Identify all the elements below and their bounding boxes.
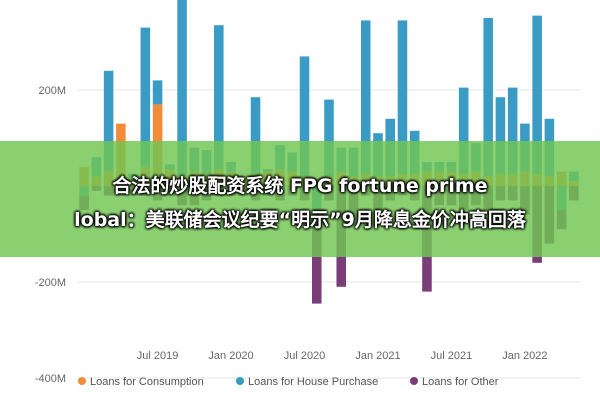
bar-other xyxy=(311,222,322,304)
bar-house xyxy=(458,87,469,174)
y-tick-label: -200M xyxy=(35,277,66,289)
x-tick-label: Jul 2020 xyxy=(284,350,326,362)
bar-house xyxy=(103,70,114,172)
bar-house xyxy=(214,25,224,170)
bar-house xyxy=(507,87,518,174)
bar-house xyxy=(177,0,187,177)
legend-label-other: Loans for Other xyxy=(422,376,499,388)
x-tick-label: Jul 2021 xyxy=(431,350,473,362)
overlay-title-line2: lobal：美联储会议纪要“明示”9月降息金价冲高回落 xyxy=(74,209,526,231)
overlay-banner xyxy=(0,141,600,257)
bar-house xyxy=(483,18,493,177)
legend-marker-consumption xyxy=(78,377,86,385)
bar-house xyxy=(397,20,408,175)
x-tick-label: Jan 2020 xyxy=(208,350,253,362)
bar-house xyxy=(152,80,163,105)
legend: Loans for Consumption Loans for House Pur… xyxy=(78,376,499,388)
bar-house xyxy=(140,27,151,167)
legend-marker-house xyxy=(236,377,244,385)
x-tick-label: Jan 2022 xyxy=(502,350,547,362)
x-tick-label: Jan 2021 xyxy=(355,350,400,362)
bar-house xyxy=(495,97,506,174)
bar-house xyxy=(360,20,371,175)
bar-house xyxy=(324,99,334,177)
axis-layer: 400M 200M -200M -400M Jul 2019 Jan 2020 Jul 20… xyxy=(35,0,548,385)
y-tick-label: 200M xyxy=(38,85,66,97)
legend-marker-other xyxy=(410,377,418,385)
bar-house xyxy=(532,15,542,174)
legend-label-house: Loans for House Purchase xyxy=(248,376,378,388)
x-tick-label: Jul 2019 xyxy=(137,350,179,362)
bar-house xyxy=(250,97,261,174)
y-tick-label: -400M xyxy=(35,373,66,385)
bar-house xyxy=(299,56,310,177)
legend-label-consumption: Loans for Consumption xyxy=(90,376,204,388)
overlay-title-line1: 合法的炒股配资系统 FPG fortune prime xyxy=(112,175,488,197)
y-tick-label: 400M xyxy=(38,0,66,1)
